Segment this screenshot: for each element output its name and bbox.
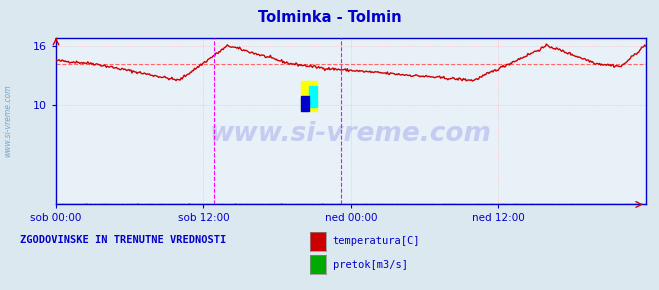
Text: temperatura[C]: temperatura[C] (333, 236, 420, 246)
Text: Tolminka - Tolmin: Tolminka - Tolmin (258, 10, 401, 25)
FancyBboxPatch shape (301, 81, 317, 111)
Text: www.si-vreme.com: www.si-vreme.com (210, 122, 492, 147)
Text: pretok[m3/s]: pretok[m3/s] (333, 260, 408, 270)
FancyBboxPatch shape (309, 86, 317, 106)
FancyBboxPatch shape (301, 96, 309, 111)
Text: www.si-vreme.com: www.si-vreme.com (3, 85, 13, 157)
Text: ZGODOVINSKE IN TRENUTNE VREDNOSTI: ZGODOVINSKE IN TRENUTNE VREDNOSTI (20, 235, 226, 245)
